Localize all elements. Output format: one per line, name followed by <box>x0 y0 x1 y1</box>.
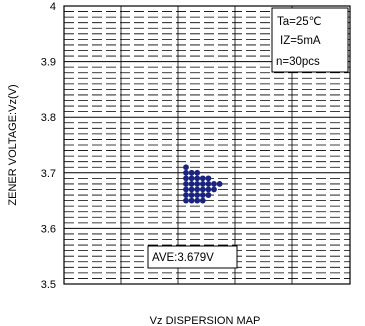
data-point <box>194 192 201 198</box>
average-box-frame <box>147 245 238 269</box>
y-tick-label: 3.8 <box>41 112 56 124</box>
data-point <box>211 186 217 193</box>
y-tick-label: 4 <box>50 1 56 13</box>
data-point <box>194 186 201 193</box>
conditions-box: Ta=25℃ IZ=5mA n=30pcs <box>271 7 349 73</box>
data-point <box>183 192 189 198</box>
y-tick-label: 3.9 <box>41 57 56 69</box>
data-point <box>183 164 189 171</box>
data-point <box>199 192 206 198</box>
data-point <box>199 181 206 187</box>
data-point <box>194 175 201 182</box>
data-point <box>216 181 223 187</box>
data-point <box>199 175 206 182</box>
data-point <box>205 186 212 193</box>
data-point <box>183 169 189 176</box>
data-point <box>194 181 201 187</box>
data-point <box>183 186 189 193</box>
data-point <box>199 186 206 193</box>
data-points <box>183 164 223 204</box>
data-point <box>183 197 189 204</box>
y-tick-label: 3.6 <box>41 223 56 235</box>
y-tick-label: 3.5 <box>41 279 56 291</box>
average-value: AVE:3.679V <box>152 252 214 264</box>
condition-sample-count: n=30pcs <box>276 56 320 68</box>
data-point <box>188 197 195 204</box>
data-point <box>183 181 189 187</box>
conditions-box-frame <box>271 7 349 73</box>
data-point <box>205 181 212 187</box>
data-point <box>183 175 189 182</box>
data-point <box>194 197 201 204</box>
y-tick-labels: 3.5 3.6 3.7 3.8 3.9 4 <box>41 1 56 291</box>
data-point <box>188 192 195 198</box>
data-point <box>205 175 212 182</box>
condition-current: IZ=5mA <box>280 35 321 47</box>
data-point <box>188 169 195 176</box>
data-point <box>194 169 201 176</box>
data-point <box>188 181 195 187</box>
y-axis-label: ZENER VOLTAGE:Vz(V) <box>7 84 19 205</box>
x-axis-label: Vz DISPERSION MAP <box>150 315 261 326</box>
data-point <box>199 197 206 204</box>
condition-temperature: Ta=25℃ <box>277 16 322 28</box>
data-point <box>188 186 195 193</box>
data-point <box>188 175 195 182</box>
average-box: AVE:3.679V <box>147 245 238 269</box>
data-point <box>211 181 217 187</box>
data-point <box>205 192 212 198</box>
y-tick-label: 3.7 <box>41 168 56 180</box>
plot-frame <box>63 5 351 285</box>
